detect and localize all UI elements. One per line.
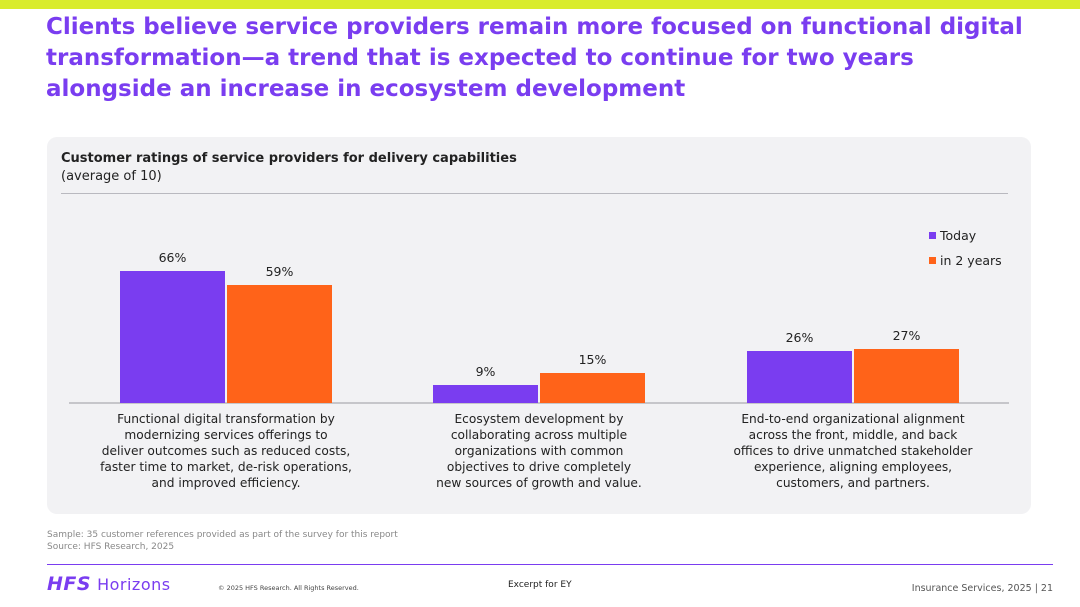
bar-in-2-years-3 bbox=[854, 349, 959, 403]
chart-title: Customer ratings of service providers fo… bbox=[61, 151, 517, 166]
copyright-notice: © 2025 HFS Research. All Rights Reserved… bbox=[218, 584, 359, 592]
chart-panel: Customer ratings of service providers fo… bbox=[47, 137, 1031, 514]
bar-chart: 66% 59% Functional digital transformation … bbox=[69, 228, 1009, 490]
page-headline: Clients believe service providers remain… bbox=[46, 14, 1023, 102]
page-info: Insurance Services, 2025 | 21 bbox=[911, 583, 1053, 594]
legend-swatch bbox=[929, 257, 936, 264]
data-label: 27% bbox=[893, 328, 921, 343]
category-label: End-to-end organizational alignment acros… bbox=[733, 412, 973, 490]
data-label: 66% bbox=[159, 250, 187, 265]
category-label: Ecosystem development by collaborating ac… bbox=[436, 412, 642, 490]
bar-today-3 bbox=[747, 351, 852, 403]
excerpt-label: Excerpt for EY bbox=[508, 580, 572, 590]
chart-subtitle: (average of 10) bbox=[61, 169, 162, 184]
legend-label: Today bbox=[939, 228, 977, 243]
legend-label: in 2 years bbox=[940, 253, 1002, 268]
hfs-horizons-logo: HFS Horizons bbox=[47, 573, 171, 595]
data-label: 15% bbox=[579, 352, 607, 367]
sample-note: Sample: 35 customer references provided … bbox=[47, 530, 398, 540]
logo-hfs-text: HFS bbox=[47, 573, 92, 595]
data-label: 9% bbox=[476, 364, 496, 379]
data-label: 26% bbox=[786, 330, 814, 345]
bar-today-2 bbox=[433, 385, 538, 403]
footer-divider bbox=[47, 564, 1053, 565]
legend-swatch bbox=[929, 232, 936, 239]
bar-today-1 bbox=[120, 271, 225, 403]
title-divider bbox=[61, 193, 1008, 194]
top-accent-bar bbox=[0, 0, 1080, 9]
bar-in-2-years-2 bbox=[540, 373, 645, 403]
logo-horizons-text: Horizons bbox=[97, 575, 171, 594]
category-label: Functional digital transformation by mode… bbox=[100, 412, 352, 490]
bar-in-2-years-1 bbox=[227, 285, 332, 403]
data-label: 59% bbox=[266, 264, 294, 279]
source-note: Source: HFS Research, 2025 bbox=[47, 542, 175, 552]
